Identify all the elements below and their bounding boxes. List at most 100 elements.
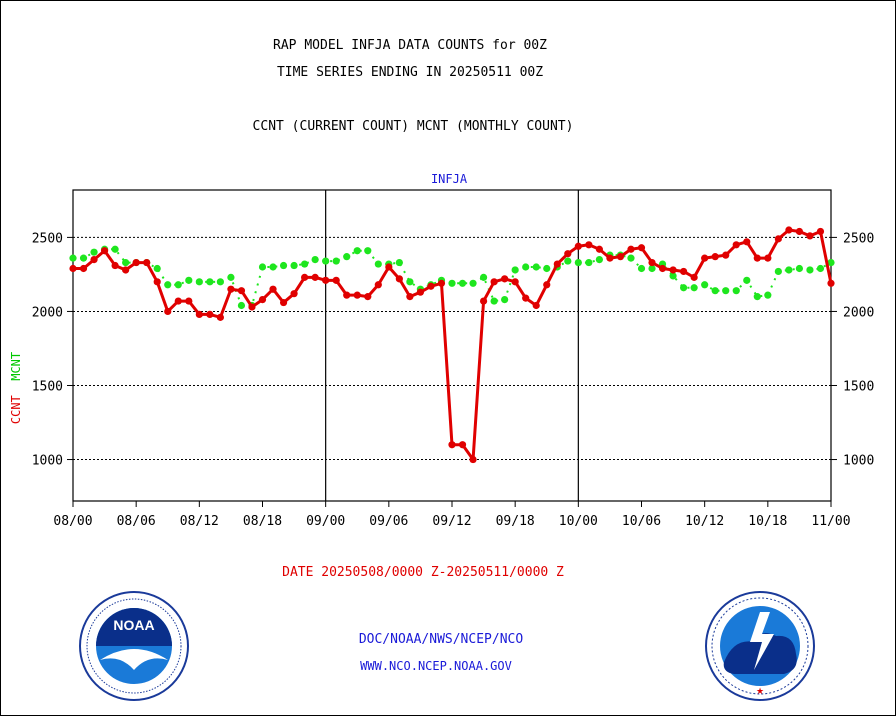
data-point bbox=[711, 287, 719, 295]
data-point bbox=[785, 226, 793, 234]
data-point bbox=[122, 258, 130, 267]
data-point bbox=[216, 313, 224, 321]
data-point bbox=[406, 293, 414, 301]
data-point bbox=[553, 260, 561, 268]
data-point bbox=[174, 297, 182, 305]
y-tick-label: 2000 bbox=[32, 305, 63, 320]
data-point bbox=[669, 266, 677, 274]
data-point bbox=[511, 278, 519, 286]
data-point bbox=[374, 260, 382, 268]
data-point bbox=[290, 261, 298, 270]
data-point bbox=[395, 275, 403, 283]
series-line bbox=[73, 228, 833, 462]
data-point bbox=[574, 242, 582, 250]
data-point bbox=[648, 264, 656, 273]
chart-subtitle: CCNT (CURRENT COUNT) MCNT (MONTHLY COUNT… bbox=[252, 119, 574, 134]
y-tick-label: 2500 bbox=[32, 231, 63, 246]
svg-text:★: ★ bbox=[756, 686, 764, 696]
data-point bbox=[574, 258, 582, 267]
data-point bbox=[469, 279, 477, 287]
y-tick-label: 1500 bbox=[32, 379, 63, 394]
data-point bbox=[795, 264, 804, 273]
data-point bbox=[490, 297, 498, 305]
data-point bbox=[753, 254, 761, 262]
data-point bbox=[79, 264, 88, 273]
data-point bbox=[743, 238, 751, 246]
data-point bbox=[322, 257, 330, 265]
x-tick-label: 10/06 bbox=[622, 514, 661, 529]
y-tick-label: 1000 bbox=[843, 454, 874, 469]
data-point bbox=[732, 287, 740, 295]
data-point bbox=[364, 247, 372, 255]
data-point bbox=[143, 258, 151, 267]
x-tick-label: 09/00 bbox=[306, 514, 345, 529]
data-point bbox=[227, 273, 235, 281]
data-point bbox=[701, 281, 709, 289]
data-point bbox=[585, 241, 593, 249]
data-point bbox=[753, 293, 761, 301]
data-point bbox=[511, 266, 519, 274]
data-point bbox=[690, 284, 698, 292]
data-point bbox=[406, 278, 414, 286]
data-point bbox=[806, 232, 814, 240]
noaa-logo-text: NOAA bbox=[113, 617, 154, 633]
data-point bbox=[343, 253, 351, 261]
data-point bbox=[206, 278, 214, 286]
data-point bbox=[437, 279, 446, 287]
org-link[interactable]: DOC/NOAA/NWS/NCEP/NCO bbox=[358, 632, 524, 647]
data-point bbox=[501, 295, 509, 304]
data-point bbox=[69, 264, 77, 273]
data-point bbox=[322, 276, 330, 284]
data-point bbox=[364, 293, 372, 301]
data-point bbox=[311, 273, 319, 281]
x-tick-label: 08/12 bbox=[180, 514, 219, 529]
data-point bbox=[785, 266, 793, 274]
data-point bbox=[648, 258, 656, 267]
data-point bbox=[301, 273, 309, 281]
data-point bbox=[353, 247, 361, 255]
data-point bbox=[311, 256, 319, 264]
date-range: DATE 20250508/0000 Z-20250511/0000 Z bbox=[282, 565, 564, 580]
data-point bbox=[258, 295, 267, 304]
data-point bbox=[469, 455, 477, 464]
data-point bbox=[616, 253, 625, 261]
data-point bbox=[543, 281, 551, 289]
chart-title-line1: RAP MODEL INFJA DATA COUNTS for 00Z bbox=[273, 38, 547, 53]
data-point bbox=[195, 278, 203, 286]
x-tick-label: 09/12 bbox=[432, 514, 471, 529]
data-point bbox=[374, 281, 382, 289]
data-point bbox=[690, 273, 698, 281]
data-point bbox=[185, 297, 193, 305]
data-point bbox=[522, 263, 530, 271]
data-point bbox=[595, 256, 603, 264]
data-point bbox=[395, 258, 403, 267]
data-point bbox=[132, 258, 140, 267]
data-point bbox=[627, 254, 635, 262]
plot-area bbox=[72, 189, 832, 502]
data-point bbox=[174, 281, 182, 289]
data-point bbox=[353, 291, 361, 299]
data-point bbox=[100, 247, 109, 255]
x-tick-label: 09/18 bbox=[496, 514, 535, 529]
website-link[interactable]: WWW.NCO.NCEP.NOAA.GOV bbox=[360, 659, 512, 673]
data-point bbox=[111, 245, 119, 253]
data-point bbox=[680, 284, 688, 292]
data-point bbox=[564, 250, 572, 258]
x-tick-label: 10/00 bbox=[559, 514, 598, 529]
data-point bbox=[532, 301, 540, 310]
x-tick-label: 08/06 bbox=[117, 514, 156, 529]
data-point bbox=[722, 287, 730, 295]
data-point bbox=[448, 279, 456, 287]
data-point bbox=[237, 301, 246, 310]
y-tick-label: 2500 bbox=[843, 231, 874, 246]
data-point bbox=[606, 254, 614, 262]
x-tick-label: 08/00 bbox=[53, 514, 92, 529]
data-point bbox=[153, 264, 161, 273]
chart-title-line2: TIME SERIES ENDING IN 20250511 00Z bbox=[276, 65, 544, 80]
data-point bbox=[806, 266, 814, 274]
y-tick-label: 1000 bbox=[32, 454, 63, 469]
x-tick-label: 09/06 bbox=[369, 514, 408, 529]
data-point bbox=[269, 263, 277, 271]
data-point bbox=[522, 294, 530, 302]
